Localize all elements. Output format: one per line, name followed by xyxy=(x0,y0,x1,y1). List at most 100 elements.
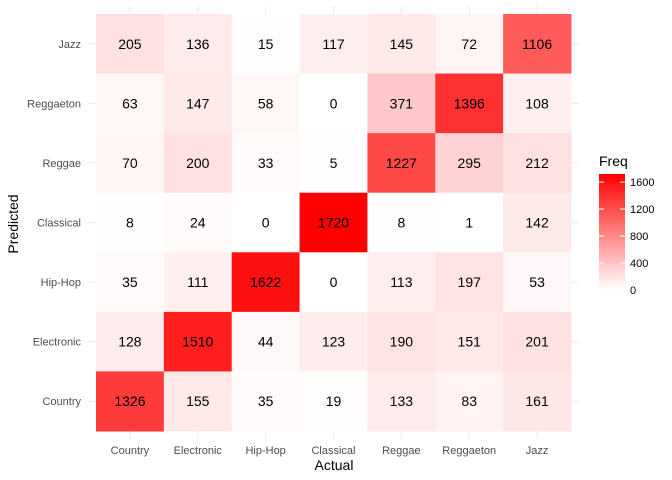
legend-tick-label: 800 xyxy=(630,231,648,243)
cell-value-label: 1227 xyxy=(386,155,417,171)
x-tick-label: Reggae xyxy=(382,445,421,457)
cell-value-label: 83 xyxy=(461,393,477,409)
heatmap-cell xyxy=(435,133,504,194)
cell-value-label: 142 xyxy=(525,215,549,231)
y-tick-label: Reggaeton xyxy=(27,98,81,110)
cell-value-label: 63 xyxy=(122,95,138,111)
legend-title: Freq xyxy=(599,153,628,169)
cell-value-label: 58 xyxy=(258,95,274,111)
heatmap-cell xyxy=(503,311,572,372)
cell-value-label: 1396 xyxy=(454,95,485,111)
heatmap-cell xyxy=(503,73,572,134)
heatmap-cell xyxy=(299,371,368,432)
cell-value-label: 212 xyxy=(525,155,549,171)
cell-value-label: 123 xyxy=(322,334,346,350)
cell-value-label: 200 xyxy=(186,155,210,171)
cell-value-label: 0 xyxy=(330,274,338,290)
cell-value-label: 155 xyxy=(186,393,210,409)
y-tick-label: Electronic xyxy=(33,337,82,349)
heatmap-cell xyxy=(231,133,301,194)
cell-value-label: 0 xyxy=(262,215,270,231)
heatmap-cell xyxy=(367,371,436,432)
cell-value-label: 53 xyxy=(529,274,545,290)
y-tick-label: Jazz xyxy=(58,39,81,51)
cell-value-label: 5 xyxy=(330,155,338,171)
heatmap-cell xyxy=(96,252,165,313)
heatmap-cell xyxy=(299,311,368,372)
heatmap-cell xyxy=(96,311,165,372)
color-legend: Freq 0 400 800 1200 1600 xyxy=(599,153,654,297)
cell-value-label: 151 xyxy=(458,334,482,350)
heatmap-cell xyxy=(96,14,165,75)
y-axis-tick-labels: Jazz Reggaeton Reggae Classical Hip-Hop Elect… xyxy=(27,39,81,408)
cell-value-label: 161 xyxy=(525,393,549,409)
cell-value-label: 44 xyxy=(258,334,274,350)
heatmap-cell xyxy=(435,371,504,432)
heatmap-cell xyxy=(96,371,165,432)
cell-value-label: 70 xyxy=(122,155,138,171)
heatmap-cell xyxy=(299,73,368,134)
cell-value-label: 1720 xyxy=(318,215,349,231)
heatmap-cell xyxy=(299,14,368,75)
cell-value-label: 136 xyxy=(186,36,210,52)
heatmap-cell xyxy=(231,371,301,432)
y-tick-label: Reggae xyxy=(42,158,81,170)
x-tick-label: Classical xyxy=(311,445,355,457)
cell-value-label: 113 xyxy=(390,274,413,290)
heatmap-cell xyxy=(367,73,436,134)
x-axis-tick-labels: Country Electronic Hip-Hop Classical Reggae R… xyxy=(111,445,549,457)
cell-value-label: 147 xyxy=(186,95,210,111)
cell-value-label: 35 xyxy=(258,393,274,409)
x-tick-label: Reggaeton xyxy=(442,445,496,457)
heatmap-cell xyxy=(163,252,233,313)
heatmap-cell xyxy=(231,14,301,75)
heatmap-cell xyxy=(367,133,436,194)
legend-tick-label: 400 xyxy=(630,258,648,270)
legend-tick-label: 1200 xyxy=(630,204,654,216)
y-tick-label: Classical xyxy=(37,218,81,230)
cell-value-label: 197 xyxy=(458,274,482,290)
cell-value-label: 1510 xyxy=(182,334,213,350)
y-axis-title: Predicted xyxy=(5,194,21,253)
x-axis-title: Actual xyxy=(315,457,354,473)
heatmap-cell xyxy=(299,252,368,313)
cell-value-label: 15 xyxy=(258,36,274,52)
cell-value-label: 35 xyxy=(122,274,138,290)
cell-value-label: 33 xyxy=(258,155,274,171)
heatmap-cell xyxy=(367,192,436,253)
cell-value-label: 8 xyxy=(397,215,405,231)
cell-value-label: 145 xyxy=(390,36,414,52)
legend-tick-label: 1600 xyxy=(630,177,654,189)
cell-value-label: 133 xyxy=(390,393,414,409)
cell-value-label: 24 xyxy=(190,215,206,231)
heatmap-cell xyxy=(503,14,572,75)
heatmap-cell xyxy=(231,73,301,134)
heatmap-cell xyxy=(299,133,368,194)
x-tick-label: Electronic xyxy=(174,445,223,457)
cell-value-label: 1326 xyxy=(114,393,145,409)
heatmap-cell xyxy=(299,192,368,253)
heatmap-cell xyxy=(435,192,504,253)
heatmap-cell xyxy=(435,14,504,75)
heatmap-cell xyxy=(367,14,436,75)
cell-value-label: 1622 xyxy=(250,274,281,290)
heatmap-cell xyxy=(163,133,233,194)
legend-tick-label: 0 xyxy=(630,285,636,297)
cell-value-label: 295 xyxy=(458,155,482,171)
cell-value-label: 201 xyxy=(525,334,549,350)
heatmap-cell xyxy=(435,252,504,313)
heatmap-cell xyxy=(435,73,504,134)
heatmap-cell xyxy=(96,73,165,134)
cell-value-label: 72 xyxy=(461,36,477,52)
cell-value-label: 1106 xyxy=(522,36,552,52)
cell-value-label: 128 xyxy=(118,334,142,350)
heatmap-cell xyxy=(96,133,165,194)
heatmap-cell xyxy=(96,192,165,253)
heatmap-cell xyxy=(367,311,436,372)
y-tick-label: Country xyxy=(42,396,81,408)
heatmap-cell xyxy=(367,252,436,313)
x-tick-label: Hip-Hop xyxy=(245,445,285,457)
legend-color-bar xyxy=(599,174,625,290)
